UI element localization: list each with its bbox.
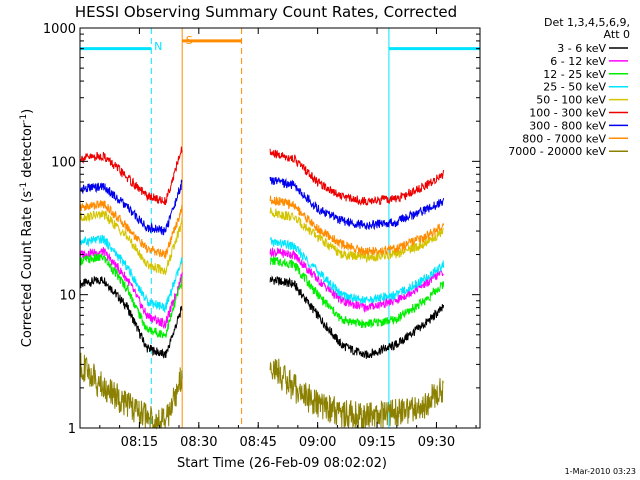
legend-label-6: 300 - 800 keV <box>529 119 606 132</box>
x-tick-label-1: 08:30 <box>180 435 217 450</box>
y-tick-label-1: 10 <box>59 289 76 304</box>
series-3-seg1-line <box>79 235 183 314</box>
legend-label-2: 12 - 25 keV <box>543 68 606 81</box>
y-tick-label-3: 1000 <box>43 22 76 37</box>
timestamp: 1-Mar-2010 03:23 <box>565 467 636 476</box>
series-3-seg2-line <box>269 237 445 304</box>
x-tick-label-0: 08:15 <box>121 435 158 450</box>
series-0-seg2-line <box>269 275 445 359</box>
series-1-seg2-line <box>269 247 444 314</box>
series-0-seg1-line <box>79 275 183 359</box>
series-4-seg1-line <box>79 210 183 275</box>
x-tick-label-2: 08:45 <box>239 435 276 450</box>
y-axis-label: Corrected Count Rate (s-1 detector-1) <box>19 109 35 347</box>
series-4-seg2-line <box>269 207 444 264</box>
series-8-seg1-line <box>79 352 183 430</box>
legend-header-line1: Det 1,3,4,5,6,9, <box>544 16 630 29</box>
legend-label-5: 100 - 300 keV <box>529 107 606 120</box>
legend-label-7: 800 - 7000 keV <box>522 132 606 145</box>
legend-label-0: 3 - 6 keV <box>557 42 606 55</box>
annotation-n: N <box>154 40 162 53</box>
series-6-seg2-line <box>269 176 445 231</box>
legend-label-1: 6 - 12 keV <box>550 55 606 68</box>
y-tick-label-0: 1 <box>68 422 76 437</box>
x-axis-ticks: 08:15 08:30 08:45 09:00 09:15 09:30 <box>79 28 477 450</box>
series-7-seg1-line <box>79 199 183 259</box>
x-tick-label-4: 09:15 <box>358 435 395 450</box>
series-5-seg2-line <box>269 148 445 207</box>
chart-title: HESSI Observing Summary Count Rates, Cor… <box>75 3 457 21</box>
x-tick-label-5: 09:30 <box>418 435 455 450</box>
series-8-seg2-line <box>269 358 444 429</box>
legend-label-3: 25 - 50 keV <box>543 81 606 94</box>
series-6-seg1-line <box>79 179 183 236</box>
legend-label-4: 50 - 100 keV <box>536 94 606 107</box>
legend-label-8: 7000 - 20000 keV <box>508 145 606 158</box>
legend-header-line2: Att 0 <box>604 28 630 41</box>
x-tick-label-3: 09:00 <box>299 435 336 450</box>
y-tick-label-2: 100 <box>51 155 76 170</box>
series-2-seg2-line <box>269 255 445 329</box>
y-axis-ticks: 1 10 100 1000 <box>43 22 480 437</box>
series-2-seg1-line <box>79 253 183 339</box>
annotation-s: S <box>186 34 193 47</box>
x-axis-label: Start Time (26-Feb-09 08:02:02) <box>177 456 387 471</box>
series-7-seg2-line <box>269 195 445 256</box>
series-5-seg1-line <box>79 146 183 205</box>
plot-frame <box>79 27 481 429</box>
